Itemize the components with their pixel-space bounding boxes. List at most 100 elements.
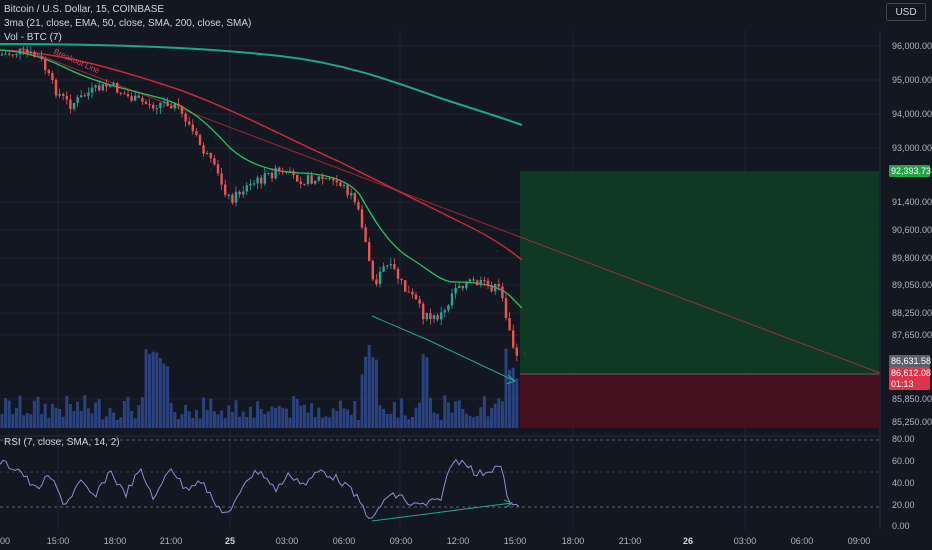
candle[interactable] bbox=[173, 103, 176, 109]
candle[interactable] bbox=[360, 209, 364, 228]
candle[interactable] bbox=[105, 84, 108, 87]
candle[interactable] bbox=[296, 175, 299, 182]
candle[interactable] bbox=[458, 286, 461, 288]
candle[interactable] bbox=[512, 330, 515, 348]
candle[interactable] bbox=[440, 312, 443, 320]
candle[interactable] bbox=[177, 103, 180, 107]
candle[interactable] bbox=[386, 265, 389, 267]
candle[interactable] bbox=[198, 135, 202, 146]
candle[interactable] bbox=[504, 298, 508, 319]
candle[interactable] bbox=[260, 177, 263, 184]
candle[interactable] bbox=[382, 266, 385, 272]
candle[interactable] bbox=[339, 182, 342, 186]
candle[interactable] bbox=[332, 178, 335, 181]
candle[interactable] bbox=[303, 183, 306, 185]
candle[interactable] bbox=[414, 294, 418, 300]
candle[interactable] bbox=[335, 180, 338, 183]
candle[interactable] bbox=[152, 104, 155, 109]
candle[interactable] bbox=[324, 178, 328, 180]
candle[interactable] bbox=[170, 106, 173, 109]
candle[interactable] bbox=[465, 281, 468, 289]
divergence-line-rsi[interactable] bbox=[371, 502, 513, 522]
candle[interactable] bbox=[87, 92, 90, 97]
candle[interactable] bbox=[447, 305, 450, 311]
candle[interactable] bbox=[396, 268, 400, 279]
target-zone[interactable] bbox=[520, 171, 879, 374]
candle[interactable] bbox=[436, 315, 439, 320]
candle[interactable] bbox=[242, 191, 245, 195]
candle[interactable] bbox=[227, 194, 230, 196]
candle[interactable] bbox=[483, 280, 486, 282]
candle[interactable] bbox=[314, 180, 317, 184]
candle[interactable] bbox=[231, 194, 234, 203]
candle[interactable] bbox=[44, 58, 47, 71]
candle[interactable] bbox=[263, 173, 266, 184]
candle[interactable] bbox=[54, 79, 58, 96]
candle[interactable] bbox=[47, 70, 50, 74]
candle[interactable] bbox=[476, 280, 479, 286]
indicator-legend[interactable]: 3ma (21, close, EMA, 50, close, SMA, 200… bbox=[4, 18, 252, 29]
candle[interactable] bbox=[454, 287, 457, 294]
candle[interactable] bbox=[429, 313, 432, 319]
candle[interactable] bbox=[342, 185, 346, 187]
candle[interactable] bbox=[479, 280, 482, 286]
candle[interactable] bbox=[191, 124, 194, 132]
candle[interactable] bbox=[245, 185, 248, 192]
candle[interactable] bbox=[404, 280, 407, 292]
candle[interactable] bbox=[184, 113, 187, 122]
candle[interactable] bbox=[202, 145, 205, 154]
candle[interactable] bbox=[162, 101, 166, 103]
candle[interactable] bbox=[224, 184, 227, 195]
candle[interactable] bbox=[371, 260, 374, 280]
candle[interactable] bbox=[292, 171, 295, 176]
candle[interactable] bbox=[36, 55, 40, 57]
candle[interactable] bbox=[134, 95, 137, 101]
candle[interactable] bbox=[357, 202, 360, 210]
candle[interactable] bbox=[188, 121, 191, 125]
currency-button[interactable]: USD bbox=[886, 3, 926, 21]
candle[interactable] bbox=[8, 53, 11, 55]
candle[interactable] bbox=[195, 131, 198, 136]
candle[interactable] bbox=[126, 94, 130, 97]
candle[interactable] bbox=[101, 84, 104, 91]
candle[interactable] bbox=[216, 164, 220, 174]
candle[interactable] bbox=[249, 184, 252, 186]
candle[interactable] bbox=[15, 54, 18, 56]
candle[interactable] bbox=[375, 279, 378, 285]
candle[interactable] bbox=[321, 176, 324, 179]
candle[interactable] bbox=[72, 102, 76, 110]
candle[interactable] bbox=[26, 49, 29, 54]
candle[interactable] bbox=[119, 92, 122, 94]
candle[interactable] bbox=[368, 242, 371, 261]
candle[interactable] bbox=[130, 96, 133, 101]
candle[interactable] bbox=[180, 106, 184, 114]
candle[interactable] bbox=[166, 101, 169, 107]
candle[interactable] bbox=[213, 158, 216, 165]
candle[interactable] bbox=[346, 185, 349, 196]
candle[interactable] bbox=[389, 264, 392, 266]
candle[interactable] bbox=[4, 53, 7, 55]
candle[interactable] bbox=[22, 48, 25, 50]
candle[interactable] bbox=[468, 279, 472, 282]
candle[interactable] bbox=[123, 93, 126, 95]
candle[interactable] bbox=[40, 55, 43, 59]
candle[interactable] bbox=[425, 313, 428, 320]
candle[interactable] bbox=[0, 54, 4, 56]
candle[interactable] bbox=[234, 191, 238, 203]
candle[interactable] bbox=[450, 293, 454, 306]
candle[interactable] bbox=[353, 192, 356, 203]
candle[interactable] bbox=[137, 95, 140, 98]
candle[interactable] bbox=[267, 172, 270, 174]
candle[interactable] bbox=[281, 171, 284, 173]
candle[interactable] bbox=[116, 82, 119, 93]
symbol-legend[interactable]: Bitcoin / U.S. Dollar, 15, COINBASE bbox=[4, 4, 165, 15]
candle[interactable] bbox=[288, 170, 292, 172]
candle[interactable] bbox=[11, 54, 14, 56]
candle[interactable] bbox=[220, 173, 223, 185]
candle[interactable] bbox=[508, 318, 511, 331]
candle[interactable] bbox=[515, 347, 518, 356]
candle[interactable] bbox=[418, 299, 421, 304]
candle[interactable] bbox=[62, 93, 65, 96]
candle[interactable] bbox=[461, 286, 464, 289]
